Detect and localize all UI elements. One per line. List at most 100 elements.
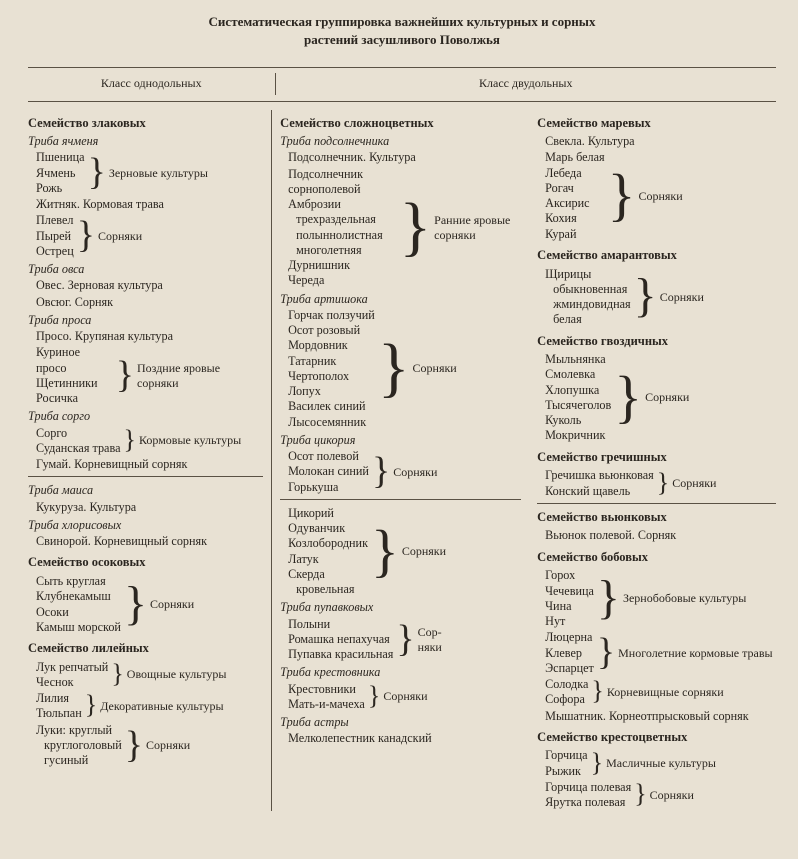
list-item: Гумай. Корневищный сорняк (36, 457, 263, 472)
brace-icon: } (85, 153, 109, 191)
list-item: Осот розовый (288, 323, 375, 338)
list-item: трехраздельная (296, 212, 396, 227)
brace-icon: } (108, 661, 126, 687)
tribe-chloris: Триба хлорисовых (28, 518, 263, 533)
brace-icon: } (631, 781, 649, 807)
header-monocot: Класс однодольных (28, 76, 275, 95)
group-onion-weeds: Луки: круглый круглоголовый гусиный } Со… (28, 723, 263, 769)
list-item: Плевел (36, 213, 74, 228)
list-item: Рыжик (545, 764, 587, 779)
list-item: Хлопушка (545, 383, 611, 398)
list-item: Горчица полевая (545, 780, 631, 795)
list-item: Щетинники (36, 376, 113, 391)
page-subtitle: растений засушливого Поволжья (28, 32, 776, 48)
list-item: Люцерна (545, 630, 594, 645)
list-item: Осоки (36, 605, 121, 620)
list-item: Полыни (288, 617, 393, 632)
list-item: Росичка (36, 391, 113, 406)
rule-mid-col1 (28, 476, 263, 477)
list-item: Чечевица (545, 584, 594, 599)
list-item: Горькуша (288, 480, 369, 495)
list-item: Эспарцет (545, 661, 594, 676)
list-item: Василек синий (288, 399, 375, 414)
group-late-spring-weeds: Куриное просо Щетинники Росичка } Поздни… (28, 345, 263, 406)
rule-top (28, 67, 776, 68)
family-compositae: Семейство сложноцветных (280, 116, 521, 132)
group-caryoph-weeds: Мыльнянка Смолевка Хлопушка Тысячеголов … (537, 352, 776, 444)
list-item: Кукуруза. Культура (36, 500, 263, 515)
list-item: Острец (36, 244, 74, 259)
group-label: Сорняки (150, 597, 194, 612)
group-chicory-weeds-2: Цикорий Одуванчик Козлобородник Латук Ск… (280, 506, 521, 598)
tribe-aster: Триба астры (280, 715, 521, 730)
list-item: Свекла. Культура (545, 134, 776, 149)
brace-icon: } (631, 272, 660, 320)
list-item: Амброзии (288, 197, 396, 212)
group-senecio-weeds: Крестовники Мать-и-мачеха } Сорняки (280, 682, 521, 713)
list-item: Смолевка (545, 367, 611, 382)
list-item: Вьюнок полевой. Сорняк (545, 528, 776, 543)
list-item: Лысосемянник (288, 415, 375, 430)
list-item: Софора (545, 692, 588, 707)
list-item: Мать-и-мачеха (288, 697, 365, 712)
class-header-row: Класс однодольных Класс двудольных (28, 76, 776, 95)
list-item: Овсюг. Сорняк (36, 295, 263, 310)
group-vegetables: Лук репчатый Чеснок } Овощные культуры (28, 660, 263, 691)
rule-under-header (28, 101, 776, 102)
family-cereals: Семейство злаковых (28, 116, 263, 132)
group-rhizome-weeds: Солодка Софора } Корневищные сорняки (537, 677, 776, 708)
tribe-millet: Триба проса (28, 313, 263, 328)
group-polygon-weeds: Гречишка вьюнковая Конский щавель } Сорн… (537, 468, 776, 499)
tribe-maize: Триба маиса (28, 483, 263, 498)
tribe-barley: Триба ячменя (28, 134, 263, 149)
list-item: Мокричник (545, 428, 611, 443)
group-label: Сор- няки (418, 625, 442, 655)
list-item: Куриное просо (36, 345, 113, 376)
tribe-oats: Триба овса (28, 262, 263, 277)
group-label: Овощные культуры (127, 667, 227, 682)
list-item: Чина (545, 599, 594, 614)
group-crucifer-weeds: Горчица полевая Ярутка полевая } Сорняки (537, 780, 776, 811)
list-item: Мордовник (288, 338, 375, 353)
page: Систематическая группировка важнейших ку… (0, 0, 798, 859)
brace-icon: } (375, 335, 413, 401)
brace-icon: } (122, 726, 146, 764)
list-item: Горох (545, 568, 594, 583)
group-label: Сорняки (393, 465, 437, 480)
group-label: Зерновые культуры (109, 166, 208, 181)
brace-icon: } (611, 368, 645, 426)
family-amaranth: Семейство амарантовых (537, 248, 776, 264)
list-item: Гречишка вьюнковая (545, 468, 654, 483)
list-item: Ячмень (36, 166, 85, 181)
group-label: Кормовые культуры (139, 433, 241, 448)
group-grains: Пшеница Ячмень Рожь } Зерновые культуры (28, 150, 263, 196)
list-item: Мышатник. Корнеотпрысковый сорняк (545, 709, 776, 724)
list-item: многолетняя (296, 243, 396, 258)
list-item: Цикорий (288, 506, 368, 521)
list-item: Одуванчик (288, 521, 368, 536)
list-item: Камыш морской (36, 620, 121, 635)
list-item: Молокан синий (288, 464, 369, 479)
list-item: Лебеда (545, 166, 605, 181)
group-fodder: Сорго Суданская трава } Кормовые культур… (28, 426, 263, 457)
group-label: Сорняки (650, 788, 694, 803)
group-chamomile-weeds: Полыни Ромашка непахучая Пупавка красиль… (280, 617, 521, 663)
group-oil-crops: Горчица Рыжик } Масличные культуры (537, 748, 776, 779)
list-item: Мыльнянка (545, 352, 611, 367)
family-convolv: Семейство вьюнковых (537, 510, 776, 526)
list-item: Осот полевой (288, 449, 369, 464)
family-caryophyll: Семейство гвоздичных (537, 334, 776, 350)
brace-icon: } (588, 678, 606, 704)
family-sedges: Семейство осоковых (28, 555, 263, 571)
list-item: Овес. Зерновая культура (36, 278, 263, 293)
list-item: Курай (545, 227, 605, 242)
list-item: Дурнишник (288, 258, 396, 273)
list-item: Подсолнечник сорнополевой (288, 167, 396, 198)
brace-icon: } (120, 427, 138, 453)
list-item: Аксирис (545, 196, 605, 211)
list-item: Пшеница (36, 150, 85, 165)
list-item: Козлобородник (288, 536, 368, 551)
tribe-artichoke: Триба артишока (280, 292, 521, 307)
group-perennial-fodder: Люцерна Клевер Эспарцет } Многолетние ко… (537, 630, 776, 676)
list-item: круглоголовый (44, 738, 122, 753)
